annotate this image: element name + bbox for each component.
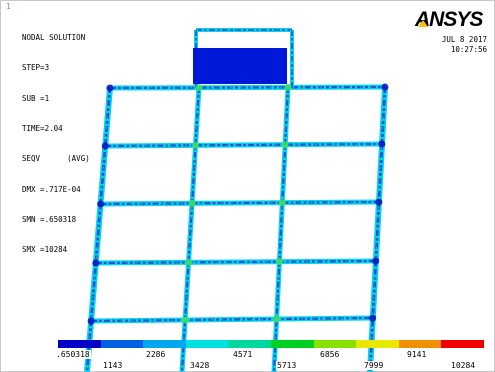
- applied-load-block: [193, 48, 287, 84]
- legend-color-band-9: [398, 340, 442, 348]
- column-7: [179, 86, 202, 372]
- joint-node: [106, 84, 114, 92]
- date-text: JUL 8 2017: [441, 35, 487, 44]
- joint-node: [273, 315, 281, 323]
- result-title: NODAL SOLUTION: [22, 33, 86, 43]
- info-dmx: DMX =.717E-04: [22, 184, 81, 194]
- info-seqv: SEQV (AVG): [22, 154, 90, 164]
- info-smx: SMX =10284: [22, 245, 68, 255]
- legend-label-upper-2: 2286: [145, 350, 167, 359]
- floor-beam-3: [100, 199, 379, 207]
- joint-node: [97, 200, 105, 208]
- legend-color-band-6: [270, 340, 314, 348]
- legend-color-band-1: [58, 340, 101, 348]
- contour-legend-bar: [58, 340, 484, 348]
- info-time: TIME=2.04: [22, 124, 63, 134]
- ansys-logo: ANSYS: [414, 8, 484, 30]
- info-smn: SMN =.650318: [22, 214, 77, 224]
- legend-color-band-7: [313, 340, 357, 348]
- floor-beam-1: [109, 84, 386, 91]
- joint-node: [278, 199, 286, 207]
- info-step: STEP=3: [22, 63, 50, 73]
- joint-node: [195, 84, 203, 92]
- joint-node: [381, 83, 389, 91]
- column-8: [271, 86, 291, 372]
- legend-label-lower-1: 1143: [102, 361, 124, 370]
- datetime-stamp: JUL 8 2017 10:27:56: [442, 35, 487, 55]
- joint-node: [181, 316, 189, 324]
- column-9: [367, 86, 388, 372]
- legend-label-upper-3: 4571: [232, 350, 254, 359]
- contour-legend-labels: .650318 2286 4571 6856 9141 1143 3428 57…: [0, 348, 495, 372]
- result-info-panel: NODAL SOLUTION STEP=3 SUB =1 TIME=2.04 S…: [22, 13, 90, 275]
- legend-label-upper-1: .650318: [55, 350, 91, 359]
- info-sub: SUB =1: [22, 93, 50, 103]
- legend-label-lower-4: 7999: [363, 361, 385, 370]
- legend-color-band-8: [356, 340, 399, 348]
- floor-beam-4: [95, 258, 376, 266]
- legend-color-band-5: [228, 340, 271, 348]
- ansys-logo-text: ANSYS: [414, 8, 483, 30]
- joint-node: [284, 83, 292, 91]
- legend-label-lower-2: 3428: [189, 361, 211, 370]
- joint-node: [188, 199, 196, 207]
- time-text: 10:27:56: [450, 45, 487, 54]
- ansys-logo-accent: [418, 20, 428, 27]
- joint-node: [87, 317, 95, 325]
- joint-node: [375, 198, 383, 206]
- legend-color-band-3: [143, 340, 186, 348]
- legend-label-upper-4: 6856: [319, 350, 341, 359]
- legend-label-upper-5: 9141: [406, 350, 428, 359]
- joint-node: [275, 258, 283, 266]
- joint-node: [372, 257, 380, 265]
- joint-node: [185, 258, 193, 266]
- joint-node: [191, 141, 199, 149]
- joint-node: [369, 314, 377, 322]
- window-number: 1: [6, 2, 11, 11]
- floor-beam-5: [91, 315, 373, 324]
- joint-node: [378, 140, 386, 148]
- legend-color-band-10: [441, 340, 484, 348]
- legend-color-band-2: [100, 340, 144, 348]
- joint-node: [281, 141, 289, 149]
- joint-node: [101, 142, 109, 150]
- legend-label-lower-5: 10284: [450, 361, 477, 370]
- floor-beam-2: [105, 141, 383, 149]
- joint-node: [92, 259, 100, 267]
- column-6: [84, 86, 113, 372]
- legend-label-lower-3: 5713: [276, 361, 298, 370]
- legend-color-band-4: [185, 340, 229, 348]
